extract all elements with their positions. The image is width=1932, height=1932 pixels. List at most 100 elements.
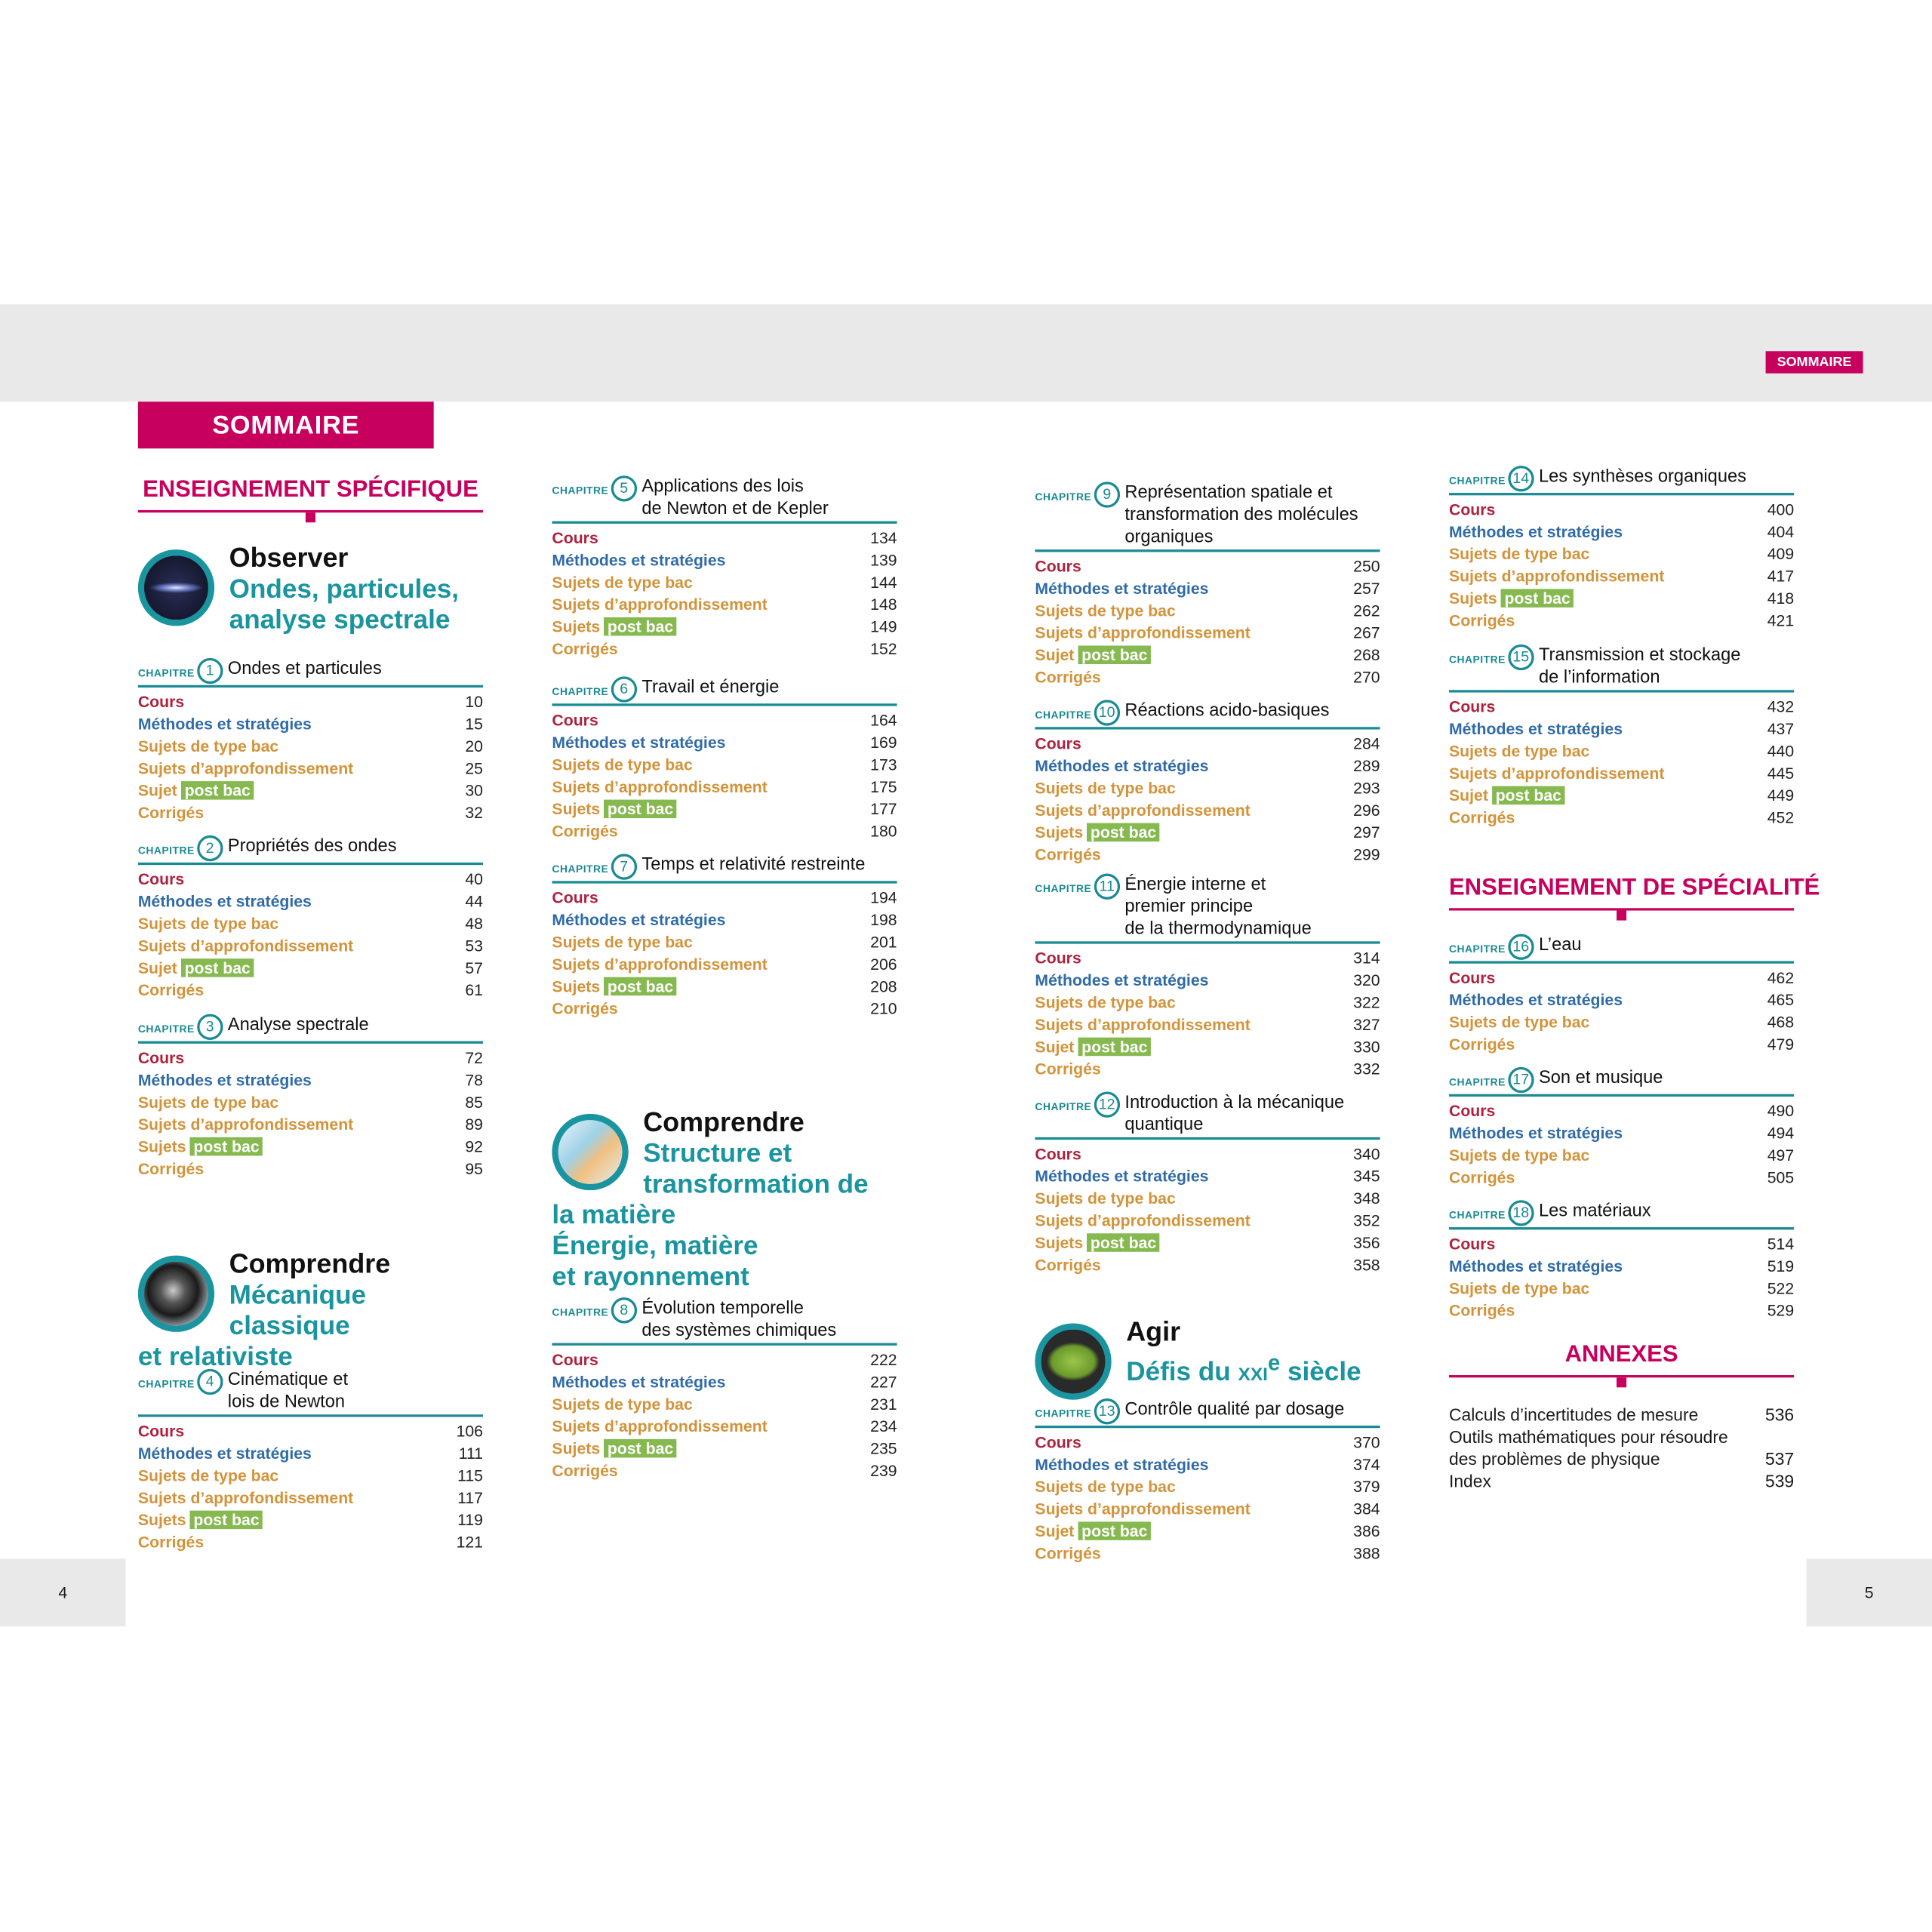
toc-entry[interactable]: Corrigés 388	[1035, 1543, 1380, 1564]
toc-entry[interactable]: Méthodes et stratégies 169	[552, 732, 897, 754]
toc-entry[interactable]: Sujets d’approfondissement 117	[138, 1487, 483, 1509]
toc-entry[interactable]: Méthodes et stratégies 139	[552, 549, 897, 571]
toc-entry[interactable]: Cours 432	[1449, 696, 1794, 718]
toc-entry[interactable]: Sujets de type bac 144	[552, 572, 897, 594]
toc-entry[interactable]: Corrigés 529	[1449, 1300, 1794, 1321]
toc-entry[interactable]: Sujets de type bac 379	[1035, 1476, 1380, 1498]
toc-entry[interactable]: Sujets post bac 149	[552, 616, 897, 638]
toc-entry[interactable]: Cours 370	[1035, 1432, 1380, 1454]
toc-entry[interactable]: Cours 340	[1035, 1143, 1380, 1165]
toc-entry[interactable]: Sujets de type bac 115	[138, 1465, 483, 1487]
toc-entry[interactable]: Corrigés 332	[1035, 1058, 1380, 1080]
toc-entry[interactable]: Méthodes et stratégies 289	[1035, 755, 1380, 777]
toc-entry[interactable]: Cours 490	[1449, 1100, 1794, 1122]
toc-entry[interactable]: Sujets de type bac 231	[552, 1394, 897, 1416]
toc-entry[interactable]: Corrigés 180	[552, 820, 897, 842]
toc-entry[interactable]: Sujets d’approfondissement 327	[1035, 1014, 1380, 1036]
toc-entry[interactable]: Sujets de type bac 173	[552, 754, 897, 776]
toc-entry[interactable]: Corrigés 479	[1449, 1034, 1794, 1056]
toc-entry[interactable]: Méthodes et stratégies 320	[1035, 970, 1380, 992]
toc-entry[interactable]: Sujets d’approfondissement 175	[552, 777, 897, 798]
toc-entry[interactable]: Corrigés 421	[1449, 610, 1794, 632]
toc-entry[interactable]: Corrigés 32	[138, 802, 483, 824]
toc-entry[interactable]: Sujets de type bac 201	[552, 931, 897, 953]
toc-entry[interactable]: Sujets d’approfondissement 206	[552, 954, 897, 976]
toc-entry[interactable]: Corrigés 121	[138, 1531, 483, 1553]
toc-entry[interactable]: Cours 106	[138, 1420, 483, 1442]
toc-entry[interactable]: Sujets de type bac 440	[1449, 740, 1794, 762]
toc-entry[interactable]: Méthodes et stratégies 345	[1035, 1165, 1380, 1187]
toc-entry[interactable]: Sujets d’approfondissement 384	[1035, 1498, 1380, 1520]
toc-entry[interactable]: Corrigés 61	[138, 980, 483, 1001]
toc-entry[interactable]: Sujet post bac 30	[138, 780, 483, 801]
annex-entry[interactable]: Calculs d’incertitudes de mesure 536	[1449, 1404, 1794, 1426]
toc-entry[interactable]: Corrigés 452	[1449, 807, 1794, 829]
toc-entry[interactable]: Sujets de type bac 468	[1449, 1011, 1794, 1033]
toc-entry[interactable]: Corrigés 210	[552, 998, 897, 1020]
toc-entry[interactable]: Méthodes et stratégies 374	[1035, 1454, 1380, 1476]
toc-entry[interactable]: Sujets de type bac 262	[1035, 600, 1380, 622]
toc-entry[interactable]: Sujet post bac 268	[1035, 645, 1380, 666]
toc-entry[interactable]: Sujets de type bac 522	[1449, 1278, 1794, 1300]
toc-entry[interactable]: Sujet post bac 57	[138, 958, 483, 980]
toc-entry[interactable]: Corrigés 299	[1035, 844, 1380, 866]
toc-entry[interactable]: Cours 134	[552, 528, 897, 549]
toc-entry[interactable]: Méthodes et stratégies 257	[1035, 578, 1380, 600]
toc-entry[interactable]: Sujets d’approfondissement 352	[1035, 1210, 1380, 1232]
toc-entry[interactable]: Sujets de type bac 48	[138, 913, 483, 935]
toc-entry[interactable]: Sujets d’approfondissement 89	[138, 1114, 483, 1136]
toc-entry[interactable]: Sujets post bac 297	[1035, 822, 1380, 844]
toc-entry[interactable]: Cours 514	[1449, 1233, 1794, 1255]
toc-entry[interactable]: Sujets de type bac 293	[1035, 777, 1380, 799]
toc-entry[interactable]: Sujets post bac 208	[552, 976, 897, 998]
toc-entry[interactable]: Corrigés 239	[552, 1460, 897, 1482]
toc-entry[interactable]: Sujets post bac 119	[138, 1509, 483, 1531]
toc-entry[interactable]: Corrigés 95	[138, 1158, 483, 1180]
toc-entry[interactable]: Cours 164	[552, 709, 897, 731]
toc-entry[interactable]: Cours 72	[138, 1048, 483, 1069]
toc-entry[interactable]: Sujets post bac 92	[138, 1136, 483, 1158]
toc-entry[interactable]: Méthodes et stratégies 465	[1449, 989, 1794, 1011]
annex-entry[interactable]: Outils mathématiques pour résoudre des pr…	[1449, 1426, 1794, 1470]
toc-entry[interactable]: Méthodes et stratégies 198	[552, 909, 897, 931]
toc-entry[interactable]: Sujets de type bac 20	[138, 736, 483, 758]
toc-entry[interactable]: Sujets de type bac 497	[1449, 1145, 1794, 1167]
toc-entry[interactable]: Cours 284	[1035, 733, 1380, 755]
toc-entry[interactable]: Cours 400	[1449, 499, 1794, 521]
toc-entry[interactable]: Sujets d’approfondissement 445	[1449, 763, 1794, 785]
toc-entry[interactable]: Méthodes et stratégies 111	[138, 1443, 483, 1465]
toc-entry[interactable]: Cours 462	[1449, 968, 1794, 989]
toc-entry[interactable]: Sujets de type bac 409	[1449, 543, 1794, 565]
toc-entry[interactable]: Sujets de type bac 85	[138, 1092, 483, 1114]
toc-entry[interactable]: Sujets d’approfondissement 267	[1035, 622, 1380, 644]
toc-entry[interactable]: Cours 194	[552, 888, 897, 909]
toc-entry[interactable]: Sujets d’approfondissement 148	[552, 594, 897, 616]
toc-entry[interactable]: Cours 222	[552, 1349, 897, 1371]
toc-entry[interactable]: Sujets d’approfondissement 296	[1035, 800, 1380, 822]
toc-entry[interactable]: Corrigés 358	[1035, 1254, 1380, 1276]
toc-entry[interactable]: Sujets d’approfondissement 417	[1449, 565, 1794, 587]
toc-entry[interactable]: Corrigés 152	[552, 638, 897, 660]
toc-entry[interactable]: Sujets de type bac 322	[1035, 992, 1380, 1014]
toc-entry[interactable]: Sujets d’approfondissement 53	[138, 935, 483, 957]
toc-entry[interactable]: Méthodes et stratégies 437	[1449, 718, 1794, 740]
toc-entry[interactable]: Méthodes et stratégies 404	[1449, 521, 1794, 543]
toc-entry[interactable]: Méthodes et stratégies 519	[1449, 1256, 1794, 1278]
toc-entry[interactable]: Sujets post bac 235	[552, 1438, 897, 1460]
toc-entry[interactable]: Sujets d’approfondissement 234	[552, 1416, 897, 1438]
annex-entry[interactable]: Index 539	[1449, 1470, 1794, 1492]
toc-entry[interactable]: Sujets post bac 418	[1449, 588, 1794, 610]
toc-entry[interactable]: Cours 40	[138, 869, 483, 891]
toc-entry[interactable]: Sujets post bac 177	[552, 798, 897, 820]
toc-entry[interactable]: Méthodes et stratégies 78	[138, 1069, 483, 1091]
toc-entry[interactable]: Méthodes et stratégies 15	[138, 713, 483, 735]
toc-entry[interactable]: Sujet post bac 449	[1449, 785, 1794, 807]
toc-entry[interactable]: Méthodes et stratégies 494	[1449, 1122, 1794, 1144]
toc-entry[interactable]: Cours 314	[1035, 948, 1380, 970]
toc-entry[interactable]: Cours 250	[1035, 555, 1380, 577]
toc-entry[interactable]: Sujets d’approfondissement 25	[138, 758, 483, 780]
toc-entry[interactable]: Méthodes et stratégies 44	[138, 891, 483, 912]
toc-entry[interactable]: Sujet post bac 386	[1035, 1521, 1380, 1543]
toc-entry[interactable]: Corrigés 270	[1035, 666, 1380, 688]
toc-entry[interactable]: Corrigés 505	[1449, 1167, 1794, 1189]
